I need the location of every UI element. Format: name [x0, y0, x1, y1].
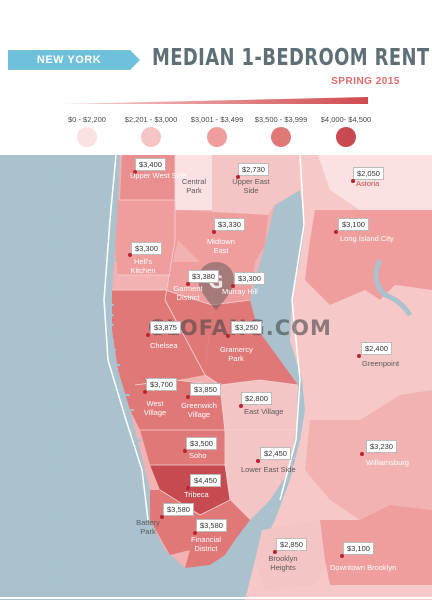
- header: NEW YORK MEDIAN 1-BEDROOM RENT SPRING 20…: [0, 0, 432, 150]
- pin-greenpoint: [357, 354, 361, 358]
- rent-tag-battery-park: $3,580: [163, 503, 194, 516]
- label-greenwich-village: Greenwich Village: [181, 401, 217, 419]
- label-downtown-brooklyn: Downtown Brooklyn: [330, 563, 397, 572]
- rent-tag-downtown-brooklyn: $3,100: [343, 542, 374, 555]
- region-williamsburg: [305, 390, 432, 520]
- rent-tag-upper-east-side: $2,730: [238, 163, 269, 176]
- label-tribeca: Tribeca: [184, 490, 209, 499]
- label-central-park: Central Park: [181, 177, 207, 195]
- pin-upper-west-side: [133, 170, 137, 174]
- pin-downtown-brooklyn: [340, 554, 344, 558]
- label-garment-district: Garment District: [173, 284, 203, 302]
- label-gramercy-park: Gramercy Park: [220, 345, 253, 363]
- pin-battery-park: [160, 515, 164, 519]
- rent-tag-midtown-east: $3,330: [214, 218, 245, 231]
- label-murray-hill: Murray Hill: [222, 287, 258, 296]
- pin-hells-kitchen: [128, 253, 132, 257]
- region-central-park: [175, 155, 212, 210]
- label-astoria: Astoria: [356, 179, 380, 188]
- rent-tag-soho: $3,500: [186, 437, 217, 450]
- pin-long-island-city: [334, 230, 338, 234]
- region-financial-district: [185, 500, 250, 568]
- region-upper-east-side: [212, 155, 300, 215]
- legend-scale-wedge: [62, 97, 368, 104]
- rent-tag-chelsea: $3,875: [150, 321, 181, 334]
- pin-brooklyn-heights: [273, 550, 277, 554]
- legend-label-5: $4,000- $4,500: [320, 115, 372, 124]
- rent-tag-long-island-city: $3,100: [338, 218, 369, 231]
- pin-soho: [183, 449, 187, 453]
- pin-upper-east-side: [236, 175, 240, 179]
- label-soho: Soho: [189, 451, 207, 460]
- label-chelsea: Chelsea: [150, 341, 178, 350]
- label-battery-park: Battery Park: [136, 518, 160, 536]
- pin-tribeca: [186, 486, 190, 490]
- label-brooklyn-heights: Brooklyn Heights: [268, 554, 298, 572]
- label-greenpoint: Greenpoint: [362, 359, 400, 368]
- legend-dot-2: [141, 127, 161, 147]
- rent-tag-gramercy-park: $3,250: [231, 321, 262, 334]
- legend-label-1: $0 - $2,200: [68, 115, 106, 124]
- pin-east-village: [239, 404, 243, 408]
- pin-west-village: [143, 390, 147, 394]
- city-ribbon: NEW YORK: [8, 50, 140, 70]
- rent-tag-upper-west-side: $3,400: [135, 158, 166, 171]
- pin-chelsea: [146, 333, 150, 337]
- pin-murray-hill: [231, 284, 235, 288]
- label-upper-west-side: Upper West Side: [130, 171, 187, 180]
- legend-dot-5: [336, 127, 356, 147]
- rent-tag-tribeca: $4,450: [190, 474, 221, 487]
- label-upper-east-side: Upper East Side: [232, 177, 270, 195]
- label-williamsburg: Williamsburg: [366, 458, 409, 467]
- pin-midtown-east: [212, 230, 216, 234]
- rent-tag-east-village: $2,800: [241, 392, 272, 405]
- pin-williamsburg: [360, 452, 364, 456]
- rent-tag-financial-district: $3,580: [196, 519, 227, 532]
- pin-financial-district: [193, 531, 197, 535]
- label-midtown-east: Midtown East: [207, 237, 235, 255]
- rent-tag-astoria: $2,050: [353, 167, 384, 180]
- region-downtown-brooklyn: [320, 505, 432, 585]
- label-financial-district: Financial District: [190, 535, 221, 553]
- pin-astoria: [351, 179, 355, 183]
- region-brooklyn-heights: [255, 520, 330, 590]
- region-battery-park: [150, 490, 200, 555]
- page-title: MEDIAN 1-BEDROOM RENT: [152, 45, 430, 71]
- legend-label-3: $3,001 - $3,499: [190, 115, 244, 124]
- rent-tag-williamsburg: $3,230: [366, 440, 397, 453]
- rent-tag-lower-east-side: $2,450: [260, 447, 291, 460]
- label-long-island-city: Long Island City: [340, 234, 394, 243]
- rent-tag-brooklyn-heights: $2,850: [276, 538, 307, 551]
- pin-greenwich-village: [186, 395, 190, 399]
- rent-tag-hells-kitchen: $3,300: [131, 242, 162, 255]
- legend-dot-1: [77, 127, 97, 147]
- region-astoria: [318, 155, 432, 210]
- pin-garment-district: [186, 282, 190, 286]
- pin-lower-east-side: [256, 459, 260, 463]
- label-lower-east-side: Lower East Side: [241, 465, 296, 474]
- legend-dot-4: [271, 127, 291, 147]
- rent-tag-west-village: $3,700: [146, 378, 177, 391]
- region-east-village: [220, 380, 298, 432]
- region-chelsea: [112, 290, 212, 385]
- legend-label-2: $2,201 - $3,000: [124, 115, 178, 124]
- label-east-village: East Village: [244, 407, 284, 416]
- page-subtitle: SPRING 2015: [331, 76, 400, 87]
- rent-tag-greenpoint: $2,400: [361, 342, 392, 355]
- rent-tag-garment-district: $3,380: [188, 270, 219, 283]
- legend-label-4: $3,500 - $3,999: [254, 115, 308, 124]
- rent-tag-greenwich-village: $3,850: [190, 383, 221, 396]
- label-west-village: West Village: [143, 399, 167, 417]
- legend-dot-3: [207, 127, 227, 147]
- rent-tag-murray-hill: $3,300: [234, 272, 265, 285]
- label-hells-kitchen: Hell's Kitchen: [130, 257, 156, 275]
- pin-gramercy-park: [226, 334, 230, 338]
- region-gramercy-park: [205, 300, 298, 385]
